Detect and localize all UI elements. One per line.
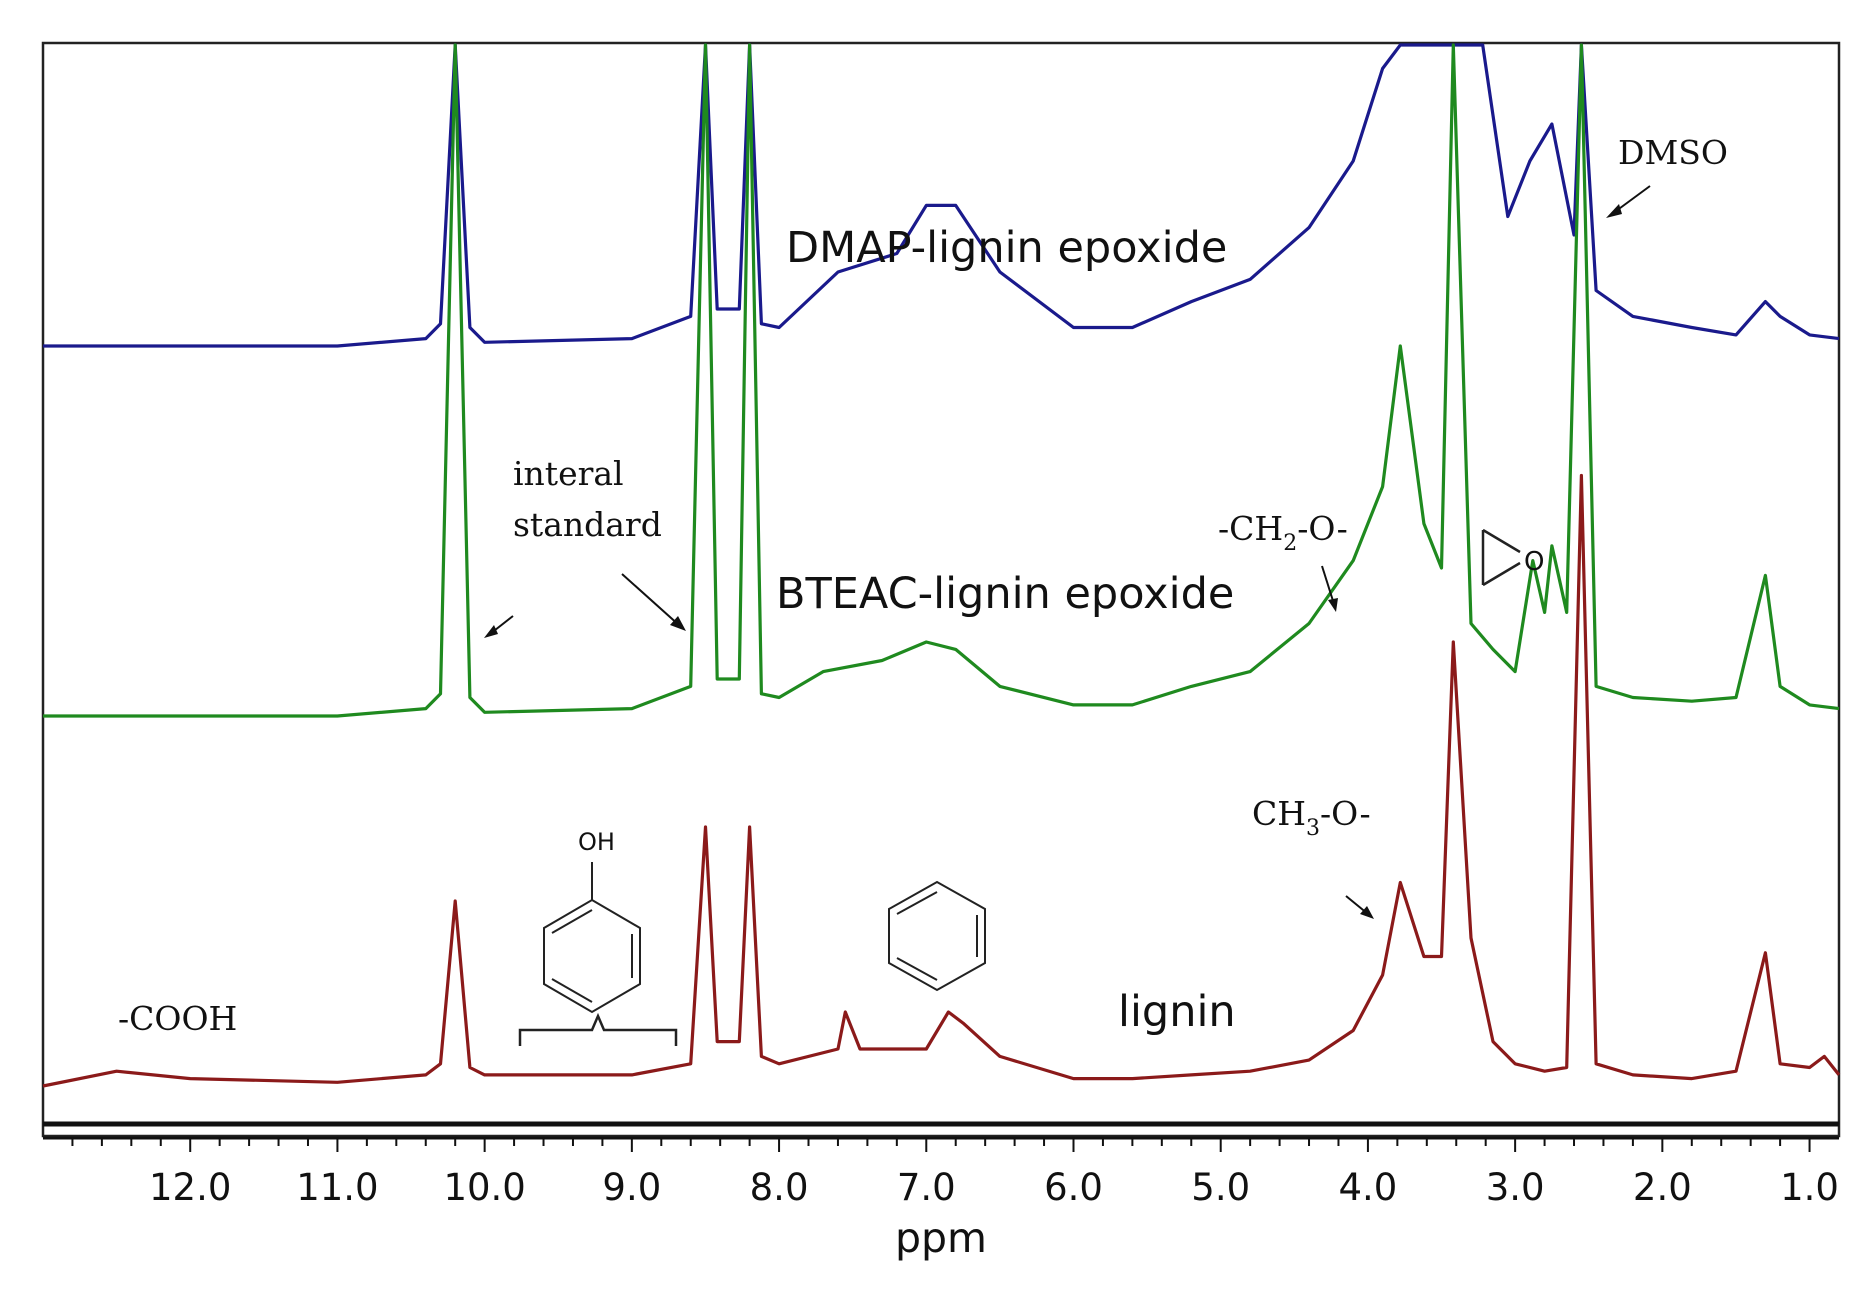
- ch3o-label: CH3-O-: [1252, 794, 1371, 841]
- x-ticks: 12.0 11.0 10.0 9.0 8.0 7.0 6.0 5.0 4.0 3.0 2.0 1.0: [71, 1138, 1839, 1209]
- benzene-structure-icon: [888, 880, 986, 992]
- dmso-label: DMSO: [1618, 133, 1728, 172]
- internal-standard-label-line1: interal: [513, 454, 624, 493]
- cooh-label: -COOH: [118, 999, 237, 1038]
- x-tick-label: 4.0: [1338, 1166, 1397, 1209]
- x-axis-title: ppm: [895, 1214, 987, 1262]
- x-tick-label: 10.0: [443, 1166, 525, 1209]
- x-tick-label: 11.0: [296, 1166, 378, 1209]
- series-label-lignin: lignin: [1118, 987, 1236, 1037]
- ch2o-arrow: [1321, 565, 1335, 605]
- spectra-series: [42, 43, 1841, 1088]
- x-tick-label: 8.0: [750, 1166, 809, 1209]
- phenol-structure-icon: [543, 862, 641, 1014]
- epoxide-structure-icon: [1481, 528, 1521, 587]
- internal-standard-arrowhead-left: [484, 625, 498, 638]
- internal-standard-arrow-right: [621, 573, 681, 627]
- ch2o-label: -CH2-O-: [1218, 509, 1348, 556]
- series-line-1: [43, 43, 1840, 718]
- x-tick-label: 5.0: [1191, 1166, 1250, 1209]
- x-tick-label: 12.0: [149, 1166, 231, 1209]
- series-line-0: [43, 43, 1840, 348]
- epoxide-o-label: O: [1524, 547, 1544, 577]
- dmso-arrowhead: [1606, 204, 1622, 218]
- ch2o-arrowhead: [1328, 598, 1338, 612]
- x-tick-label: 9.0: [602, 1166, 661, 1209]
- phenol-oh-label: OH: [578, 828, 615, 856]
- phenol-brace: [518, 1012, 678, 1046]
- ch3o-arrowhead: [1360, 906, 1374, 919]
- series-line-2: [42, 473, 1841, 1088]
- x-tick-label: 2.0: [1633, 1166, 1692, 1209]
- x-tick-label: 6.0: [1044, 1166, 1103, 1209]
- x-tick-label: 1.0: [1780, 1166, 1839, 1209]
- internal-standard-label-line2: standard: [513, 505, 662, 544]
- x-tick-label: 3.0: [1486, 1166, 1545, 1209]
- x-tick-label: 7.0: [897, 1166, 956, 1209]
- series-label-bteac: BTEAC-lignin epoxide: [776, 569, 1234, 619]
- series-label-dmap: DMAP-lignin epoxide: [786, 223, 1227, 273]
- internal-standard-arrowhead-right: [670, 616, 686, 631]
- plot-frame: [41, 41, 1841, 1138]
